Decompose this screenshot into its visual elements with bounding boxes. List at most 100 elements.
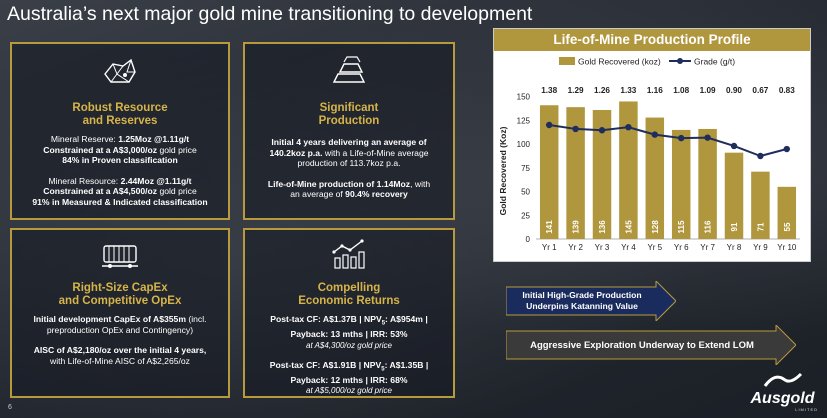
- bar: [619, 101, 638, 239]
- bar-data-label: 116: [704, 220, 713, 233]
- returns-case1-line2: Payback: 13 mths | IRR: 53%: [290, 329, 408, 340]
- page-title: Australia’s next major gold mine transit…: [7, 3, 533, 25]
- arrow2-text: Aggressive Exploration Underway to Exten…: [530, 339, 754, 351]
- bar-data-label: 55: [783, 222, 792, 231]
- returns-case2-sub: 5: [381, 366, 385, 373]
- production-line5: 90.4% recovery: [345, 189, 408, 200]
- bar: [592, 109, 612, 239]
- ausgold-logo: Ausgold LIMITED: [745, 368, 820, 412]
- production-chart: Gold Recovered (koz) Grade (g/t) Gold Re…: [498, 57, 800, 252]
- bar-data-label: 136: [598, 220, 607, 234]
- arrow-exploration: Aggressive Exploration Underway to Exten…: [506, 325, 796, 365]
- grade-data-label: 0.90: [726, 86, 742, 95]
- card-production-heading-1: Significant: [319, 102, 379, 114]
- returns-case1-sub: 5: [381, 320, 386, 327]
- card-resource-heading-1: Robust Resource: [72, 102, 168, 114]
- legend-bar-swatch: [559, 57, 575, 65]
- bar: [724, 152, 744, 239]
- grade-data-label: 1.29: [568, 86, 584, 95]
- x-tick-label: Yr 2: [568, 243, 583, 252]
- y-tick-label: 25: [521, 211, 530, 220]
- chart-title: Life-of-Mine Production Profile: [494, 29, 810, 51]
- grade-point: [572, 125, 579, 133]
- production-line2-rest: with a Life-of-Mine average: [322, 147, 429, 158]
- arrow1-line1: Initial High-Grade Production: [522, 290, 642, 300]
- card-capex: Right-Size CapEx and Competitive OpEx In…: [10, 228, 230, 398]
- grade-series-line: [549, 124, 788, 158]
- logo-wordmark: Ausgold: [750, 390, 815, 407]
- legend-bar-label: Gold Recovered (koz): [578, 57, 661, 67]
- legend-line-marker: [677, 58, 683, 64]
- reserve-value: 1.25Moz @1.11g/t: [118, 134, 190, 144]
- capex-line3: AISC of A$2,180/oz over the initial 4 ye…: [33, 345, 207, 356]
- production-line5-pre: an average of: [290, 189, 346, 200]
- y-axis-label: Gold Recovered (Koz): [498, 126, 508, 215]
- bar-data-label: 115: [677, 220, 686, 233]
- x-tick-label: Yr 3: [595, 243, 610, 252]
- returns-case1-a: Post-tax CF: A$1.37B | NPV: [270, 314, 382, 324]
- bar-data-label: 128: [651, 220, 660, 234]
- card-production: Significant Production Initial 4 years d…: [243, 42, 455, 220]
- grade-data-label: 0.83: [779, 86, 795, 95]
- x-tick-label: Yr 6: [674, 243, 689, 252]
- reserve-prefix: Mineral Reserve:: [50, 134, 119, 144]
- card-returns: Compelling Economic Returns Post-tax CF:…: [243, 228, 455, 398]
- resource-constraint-rest: gold price: [157, 186, 197, 197]
- x-tick-label: Yr 8: [727, 243, 742, 252]
- returns-case2-a: Post-tax CF: A$1.91B | NPV: [269, 359, 382, 370]
- arrow1-line2: Underpins Katanning Value: [526, 301, 638, 311]
- production-line2: 140.2koz p.a.: [269, 147, 323, 158]
- x-tick-label: Yr 5: [647, 243, 662, 252]
- y-tick-label: 125: [517, 116, 531, 125]
- card-capex-heading-1: Right-Size CapEx: [72, 282, 168, 294]
- capex-line4-pre: with Life-of-Mine AISC of: [50, 355, 147, 366]
- bar: [777, 186, 797, 239]
- grade-point: [783, 145, 790, 153]
- chart-legend: Gold Recovered (koz) Grade (g/t): [559, 57, 735, 67]
- returns-case1-note: at A$4,300/oz gold price: [306, 340, 392, 350]
- card-capex-heading-2: and Competitive OpEx: [58, 295, 182, 307]
- bar: [566, 107, 585, 239]
- card-returns-heading-2: Economic Returns: [298, 295, 400, 307]
- bar-data-label: 71: [756, 222, 765, 231]
- legend-line-label: Grade (g/t): [694, 57, 735, 67]
- x-tick-label: Yr 1: [542, 243, 557, 252]
- production-line4: Life-of-Mine production of 1.14Moz: [267, 178, 411, 189]
- card-resource-heading-2: and Reserves: [82, 115, 158, 127]
- x-tick-label: Yr 10: [777, 243, 797, 252]
- bar: [645, 117, 665, 239]
- resource-value: 2.44Moz @1.11g/t: [120, 175, 192, 186]
- x-tick-label: Yr 7: [700, 243, 715, 252]
- card-resource: Robust Resource and Reserves Mineral Res…: [10, 42, 230, 220]
- grade-point: [730, 142, 738, 150]
- grade-data-label: 1.16: [647, 86, 663, 95]
- logo-tagline: LIMITED: [795, 407, 818, 412]
- reserve-proven: 84% in Proven classification: [62, 155, 178, 166]
- grade-data-label: 1.33: [620, 86, 636, 95]
- grade-data-label: 1.38: [541, 86, 557, 95]
- grade-data-label: 1.08: [673, 86, 689, 95]
- y-tick-label: 50: [521, 188, 530, 197]
- grade-point: [546, 121, 553, 129]
- grade-data-label: 0.67: [752, 86, 768, 95]
- gold-bars-icon: [332, 56, 366, 83]
- grade-point: [625, 123, 632, 131]
- grade-data-label: 1.26: [594, 86, 610, 95]
- chart-panel: Life-of-Mine Production Profile Gold Rec…: [493, 28, 811, 262]
- arrow-high-grade: Initial High-Grade Production Underpins …: [506, 281, 676, 321]
- production-line1: Initial 4 years delivering an average of: [271, 137, 427, 147]
- y-tick-label: 75: [521, 164, 530, 173]
- y-tick-label: 0: [526, 235, 531, 244]
- grade-point: [704, 134, 711, 141]
- resource-measured: 91% in Measured & Indicated classificati…: [32, 196, 208, 207]
- bar: [751, 171, 770, 239]
- bar: [671, 129, 691, 239]
- reserve-constraint: Constrained at a A$3,000/oz: [43, 144, 158, 155]
- bar-data-label: 91: [730, 222, 739, 231]
- x-tick-label: Yr 9: [753, 243, 768, 252]
- bar: [539, 105, 559, 239]
- reserve-constraint-rest: gold price: [157, 144, 197, 155]
- processing-plant-icon: [102, 245, 138, 268]
- capex-line1-rest: (incl.: [185, 314, 207, 324]
- y-tick-label: 100: [517, 140, 531, 149]
